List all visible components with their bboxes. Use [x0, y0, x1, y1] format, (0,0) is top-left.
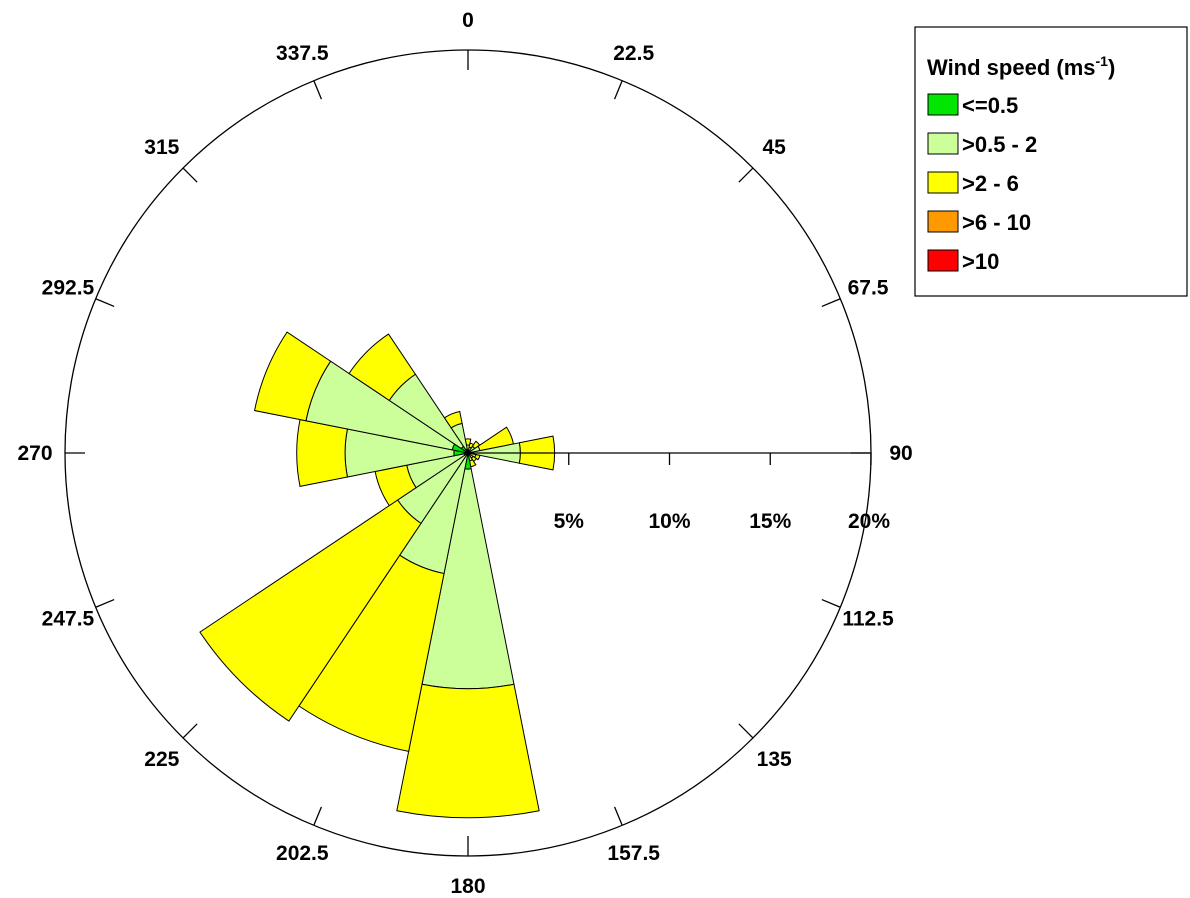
direction-label-45: 45 [762, 136, 786, 159]
direction-label-112.5: 112.5 [842, 608, 894, 631]
sector-180-bin-3 [396, 683, 540, 819]
compass-tick-157.5 [613, 806, 623, 826]
legend-title-end: ) [1108, 55, 1115, 80]
direction-label-67.5: 67.5 [848, 276, 889, 299]
direction-label-270: 270 [17, 442, 52, 465]
sector-270-bin-3 [296, 418, 349, 488]
legend-label-3: >2 - 6 [962, 171, 1019, 196]
sector-315-bin-3 [348, 333, 417, 402]
compass-tick-202.5 [313, 806, 323, 826]
radial-tick-label-5: 5% [554, 510, 585, 533]
compass-tick-67.5 [821, 298, 841, 308]
legend-label-2: >0.5 - 2 [962, 132, 1037, 157]
legend-swatch-1 [927, 93, 959, 116]
direction-label-202.5: 202.5 [276, 842, 329, 865]
direction-label-90: 90 [889, 442, 912, 465]
compass-tick-292.5 [95, 298, 115, 308]
legend-swatch-5 [927, 249, 959, 272]
direction-label-0: 0 [462, 9, 474, 32]
compass-tick-337.5 [313, 80, 323, 100]
direction-label-247.5: 247.5 [42, 608, 95, 631]
compass-tick-135 [738, 723, 754, 739]
sector-112.5-bin-3 [474, 453, 481, 461]
sector-202.5-bin-3 [298, 554, 445, 753]
compass-tick-22.5 [613, 80, 623, 100]
direction-label-22.5: 22.5 [613, 42, 654, 65]
direction-label-337.5: 337.5 [276, 42, 329, 65]
wind-rose-sectors [199, 331, 556, 819]
legend-title-main: Wind speed (ms [927, 55, 1096, 80]
compass-tick-112.5 [821, 598, 841, 608]
direction-labels: 0 22.5 45 67.5 90 112.5 135 157.5 180 202.5 225 247… [17, 9, 912, 898]
legend-label-5: >10 [962, 249, 999, 274]
legend-swatch-3 [927, 171, 959, 194]
sector-337.5-bin-3 [443, 410, 463, 429]
compass-tick-225 [182, 723, 198, 739]
legend-label-1: <=0.5 [962, 93, 1018, 118]
sector-292.5-bin-3 [253, 331, 332, 422]
legend-title: Wind speed (ms-1) [927, 53, 1115, 80]
radial-tick-label-10: 10% [648, 510, 690, 533]
legend-box [914, 26, 1188, 297]
radial-axis: 5% 10% 15% 20% [468, 452, 890, 533]
direction-label-180: 180 [450, 875, 485, 898]
legend-items: <=0.5 >0.5 - 2 >2 - 6 >6 - 10 >10 [927, 93, 1037, 274]
legend-swatch-2 [927, 132, 959, 155]
legend-label-4: >6 - 10 [962, 210, 1031, 235]
direction-label-292.5: 292.5 [42, 276, 95, 299]
direction-label-135: 135 [757, 748, 792, 771]
direction-label-225: 225 [144, 748, 179, 771]
compass-tick-247.5 [95, 598, 115, 608]
compass-tick-45 [738, 167, 754, 183]
radial-tick-label-15: 15% [749, 510, 791, 533]
compass-tick-315 [182, 167, 198, 183]
direction-label-157.5: 157.5 [607, 842, 660, 865]
radial-tick-label-20: 20% [848, 510, 890, 533]
legend-title-sup: -1 [1096, 53, 1109, 69]
compass-ticks [65, 50, 871, 856]
sector-225-bin-3 [199, 499, 422, 722]
legend: Wind speed (ms-1) <=0.5 >0.5 - 2 >2 - 6 >6 … [914, 26, 1188, 297]
direction-label-315: 315 [144, 136, 179, 159]
legend-swatch-4 [927, 210, 959, 233]
